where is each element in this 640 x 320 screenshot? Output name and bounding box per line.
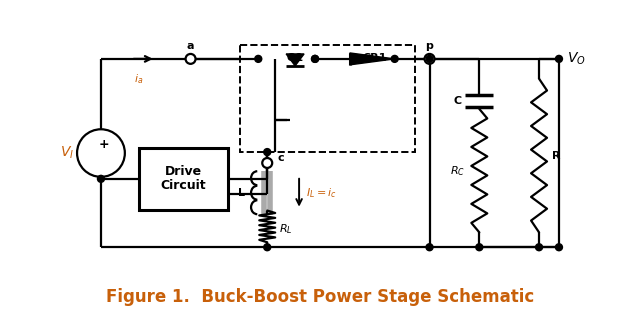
Text: Q1: Q1	[287, 53, 303, 63]
Circle shape	[424, 54, 435, 64]
Bar	[139, 148, 228, 210]
Circle shape	[426, 55, 433, 62]
Circle shape	[426, 244, 433, 251]
Circle shape	[186, 54, 196, 64]
Text: +: +	[99, 138, 109, 151]
Text: $R_C$: $R_C$	[451, 164, 465, 178]
Text: $I_L = i_c$: $I_L = i_c$	[306, 186, 337, 200]
Circle shape	[264, 244, 271, 251]
Circle shape	[391, 55, 398, 62]
Circle shape	[312, 55, 319, 62]
Text: C: C	[453, 96, 461, 106]
Text: p: p	[426, 41, 433, 51]
Circle shape	[556, 244, 563, 251]
Circle shape	[77, 129, 125, 177]
Text: c: c	[277, 153, 284, 163]
Circle shape	[262, 158, 272, 168]
Text: Circuit: Circuit	[161, 179, 207, 192]
Bar	[241, 45, 415, 152]
Circle shape	[476, 244, 483, 251]
Polygon shape	[286, 54, 304, 66]
Text: Figure 1.  Buck-Boost Power Stage Schematic: Figure 1. Buck-Boost Power Stage Schemat…	[106, 288, 534, 306]
Text: Drive: Drive	[165, 165, 202, 178]
Text: a: a	[187, 41, 195, 51]
Text: L: L	[238, 188, 245, 198]
Circle shape	[556, 55, 563, 62]
Text: R: R	[552, 150, 561, 161]
Text: $V_I$: $V_I$	[60, 145, 74, 161]
Text: CR1: CR1	[363, 53, 387, 63]
Text: $i_a$: $i_a$	[134, 72, 143, 85]
Circle shape	[264, 148, 271, 156]
Circle shape	[255, 55, 262, 62]
Circle shape	[97, 175, 104, 182]
Circle shape	[312, 55, 319, 62]
Text: $V_O$: $V_O$	[567, 51, 586, 67]
Text: $R_L$: $R_L$	[279, 222, 292, 236]
Circle shape	[536, 244, 543, 251]
Polygon shape	[350, 53, 395, 65]
